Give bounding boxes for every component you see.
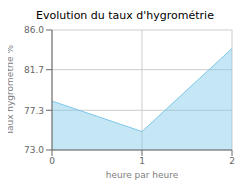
svg-text:77.3: 77.3 xyxy=(24,106,44,116)
svg-text:1: 1 xyxy=(139,156,145,166)
svg-text:heure par heure: heure par heure xyxy=(106,170,179,180)
svg-text:0: 0 xyxy=(49,156,55,166)
html-text:Evolution du taux d'hygrométri: Evolution du taux d'hygrométrie xyxy=(36,9,214,22)
svg-text:81.7: 81.7 xyxy=(24,65,44,75)
svg-text:Taux hygrométrie %: Taux hygrométrie % xyxy=(8,44,15,136)
svg-text:86.0: 86.0 xyxy=(24,25,44,35)
svg-text:2: 2 xyxy=(229,156,235,166)
svg-text:73.0: 73.0 xyxy=(24,145,44,155)
